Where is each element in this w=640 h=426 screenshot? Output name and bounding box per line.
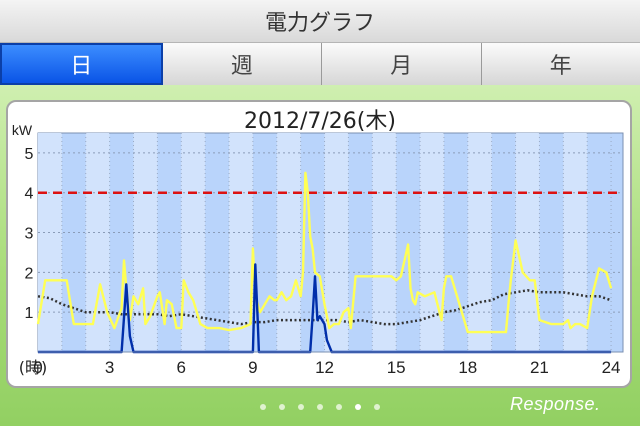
x-tick-label: 12 xyxy=(315,358,334,377)
x-tick-label: 3 xyxy=(105,358,114,377)
hour-stripe xyxy=(515,133,540,352)
tab-day[interactable]: 日 xyxy=(0,43,163,85)
page-dot[interactable] xyxy=(317,404,323,410)
tab-year[interactable]: 年 xyxy=(481,43,640,85)
x-tick-label: 0 xyxy=(33,358,42,377)
page-dot[interactable] xyxy=(374,404,380,410)
average-line xyxy=(37,289,612,326)
y-tick-label: 2 xyxy=(25,265,34,282)
hour-stripe xyxy=(85,133,110,352)
hour-stripe xyxy=(324,133,349,352)
hour-stripe xyxy=(563,133,588,352)
hour-stripe xyxy=(276,133,301,352)
page-dot[interactable] xyxy=(298,404,304,410)
page-indicator[interactable] xyxy=(0,400,640,414)
x-tick-label: 18 xyxy=(458,358,477,377)
app-header: 電力グラフ xyxy=(0,0,640,43)
date-label: 2012/7/26(木) xyxy=(244,109,396,134)
page-dot[interactable] xyxy=(336,404,342,410)
page-dot[interactable] xyxy=(260,404,266,410)
x-tick-label: 6 xyxy=(177,358,186,377)
y-tick-label: 3 xyxy=(25,226,34,243)
hour-stripe xyxy=(229,133,253,352)
x-tick-label: 21 xyxy=(530,358,549,377)
generation-line xyxy=(38,263,612,354)
hour-stripe xyxy=(38,133,62,352)
y-tick-label: 1 xyxy=(25,305,34,322)
page-dot[interactable] xyxy=(355,404,361,410)
hour-stripe xyxy=(181,133,206,352)
page-dot[interactable] xyxy=(279,404,285,410)
y-axis-unit: kW xyxy=(12,122,33,138)
tab-week[interactable]: 週 xyxy=(162,43,322,85)
period-tab-bar: 日 週 月 年 xyxy=(0,43,640,85)
hour-stripe xyxy=(420,133,444,352)
y-tick-label: 5 xyxy=(25,146,34,163)
y-tick-label: 4 xyxy=(25,186,34,203)
x-tick-label: 24 xyxy=(602,358,621,377)
usage-line xyxy=(36,171,613,334)
page-title: 電力グラフ xyxy=(264,11,375,36)
x-tick-label: 9 xyxy=(248,358,257,377)
hour-stripe xyxy=(372,133,397,352)
tab-month[interactable]: 月 xyxy=(322,43,482,85)
x-tick-label: 15 xyxy=(387,358,406,377)
x-axis-unit: (時) xyxy=(19,358,48,377)
watermark-logo: Response. xyxy=(510,394,601,414)
hour-stripe xyxy=(467,133,492,352)
